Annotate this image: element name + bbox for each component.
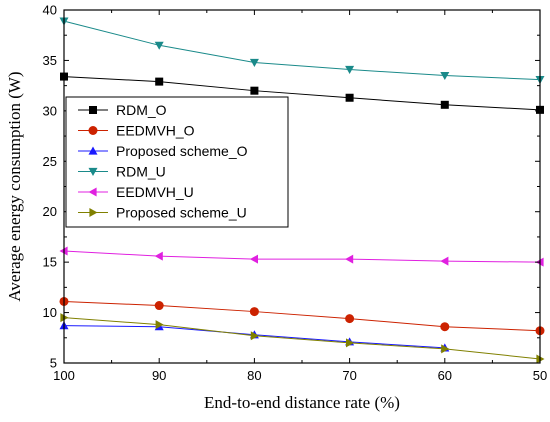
data-point bbox=[249, 254, 258, 264]
data-point bbox=[249, 58, 259, 67]
legend-item: Proposed scheme_O bbox=[78, 143, 248, 159]
x-tick-label: 70 bbox=[342, 368, 356, 383]
series-Proposed scheme_U bbox=[60, 313, 545, 364]
legend-marker bbox=[88, 167, 98, 176]
x-axis-label: End-to-end distance rate (%) bbox=[204, 393, 400, 412]
data-point bbox=[345, 254, 354, 264]
data-point bbox=[155, 320, 164, 330]
legend: RDM_O EEDMVH_O Proposed scheme_O RDM_U EEDMV… bbox=[65, 96, 289, 228]
data-point bbox=[441, 344, 450, 354]
legend-marker bbox=[89, 106, 97, 114]
data-point bbox=[155, 77, 164, 86]
x-tick-label: 80 bbox=[247, 368, 261, 383]
data-point bbox=[440, 322, 450, 332]
legend-item: RDM_O bbox=[78, 102, 167, 118]
legend-label: EEDMVH_U bbox=[116, 184, 194, 200]
data-point bbox=[440, 100, 449, 109]
y-tick-label: 40 bbox=[43, 3, 57, 18]
x-tick-label: 60 bbox=[438, 368, 452, 383]
data-point bbox=[345, 314, 355, 324]
legend-item: EEDMVH_O bbox=[78, 123, 195, 139]
data-point bbox=[249, 307, 259, 317]
y-tick-label: 20 bbox=[43, 204, 57, 219]
legend-marker bbox=[88, 187, 97, 197]
series-EEDMVH_U bbox=[59, 246, 544, 267]
y-tick-label: 35 bbox=[43, 53, 57, 68]
data-point bbox=[154, 301, 164, 311]
series-line bbox=[63, 250, 541, 263]
legend-marker bbox=[89, 208, 98, 217]
data-point bbox=[440, 71, 450, 81]
y-tick-label: 25 bbox=[43, 154, 57, 169]
legend-marker bbox=[88, 146, 98, 155]
series-EEDMVH_O bbox=[59, 296, 545, 336]
legend-label: EEDMVH_O bbox=[116, 123, 195, 139]
series-line bbox=[63, 20, 541, 81]
series-RDM_U bbox=[59, 17, 545, 85]
x-tick-label: 100 bbox=[53, 368, 75, 383]
legend-label: Proposed scheme_U bbox=[116, 205, 247, 221]
legend-label: Proposed scheme_O bbox=[116, 143, 248, 159]
legend-marker bbox=[88, 126, 98, 135]
y-tick-label: 10 bbox=[43, 305, 57, 320]
y-tick-label: 5 bbox=[50, 356, 57, 371]
data-point bbox=[346, 338, 355, 348]
legend-item: RDM_U bbox=[78, 164, 166, 180]
legend-label: RDM_U bbox=[116, 164, 166, 180]
x-tick-label: 90 bbox=[152, 368, 166, 383]
legend-item: EEDMVH_U bbox=[78, 184, 194, 200]
data-point bbox=[154, 251, 163, 261]
data-point bbox=[345, 93, 354, 102]
series-line bbox=[63, 300, 541, 332]
axis-ticks: 5 10 15 20 25 30 35 40 100 90 80 70 60 50 bbox=[43, 3, 548, 384]
legend-box bbox=[65, 96, 289, 228]
data-point bbox=[440, 256, 449, 266]
data-point bbox=[154, 41, 164, 50]
y-axis-label: Average energy consumption (W) bbox=[5, 71, 24, 301]
data-point bbox=[250, 86, 259, 95]
x-tick-label: 50 bbox=[533, 368, 547, 383]
y-tick-label: 30 bbox=[43, 103, 57, 118]
legend-item: Proposed scheme_U bbox=[78, 205, 247, 221]
legend-label: RDM_O bbox=[116, 102, 167, 118]
data-point bbox=[345, 65, 355, 75]
series-line bbox=[63, 317, 541, 360]
series-line bbox=[63, 76, 541, 111]
data-point bbox=[250, 331, 259, 341]
y-tick-label: 15 bbox=[43, 255, 57, 270]
